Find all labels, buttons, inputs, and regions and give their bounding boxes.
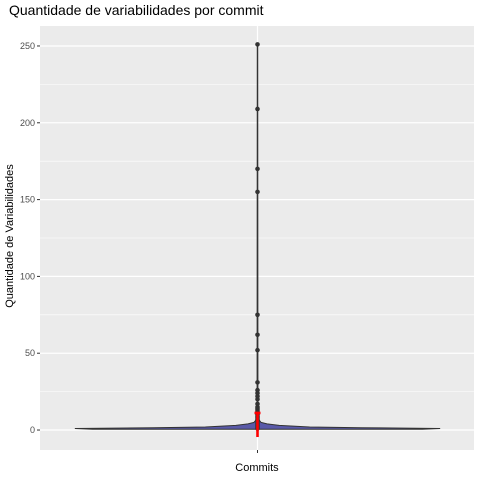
data-point [255, 387, 260, 393]
data-point [255, 380, 260, 385]
data-point [255, 106, 260, 112]
data-point [255, 42, 260, 47]
data-point [255, 189, 260, 195]
data-point [255, 332, 260, 338]
y-tick-label: 50 [25, 348, 35, 358]
y-tick-label: 250 [20, 41, 35, 51]
data-point [255, 401, 260, 407]
chart-title: Quantidade de variabilidades por commit [9, 2, 264, 18]
y-tick-label: 100 [20, 271, 35, 281]
y-tick-label: 150 [20, 195, 35, 205]
data-point [255, 347, 260, 353]
x-axis-title: Commits [235, 462, 279, 474]
y-axis-title: Quantidade de Variabilidades [4, 164, 16, 308]
y-tick-label: 0 [30, 425, 35, 435]
median-layer [254, 411, 261, 438]
y-axis: 0 50 100 150 200 250 [20, 41, 40, 435]
y-tick-label: 200 [20, 118, 35, 128]
data-point [255, 166, 260, 172]
data-point [255, 312, 260, 318]
